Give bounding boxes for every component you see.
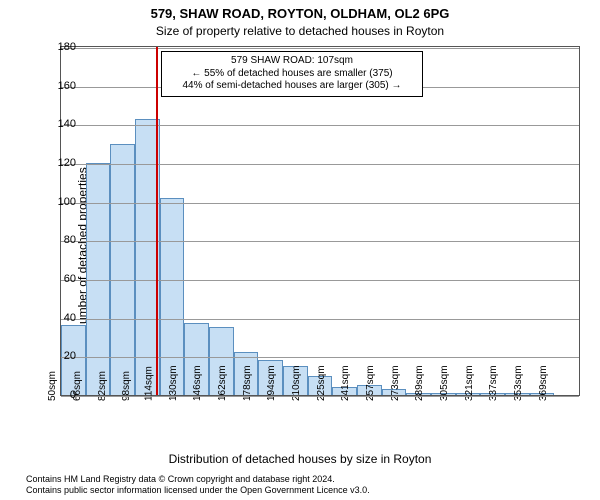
y-tick-label: 80 [46,234,76,246]
bar-slot: 82sqm [110,47,135,395]
gridline [61,203,579,204]
bar-slot: 289sqm [431,47,456,395]
gridline [61,164,579,165]
callout-line: ← 55% of detached houses are smaller (37… [168,68,416,81]
bar-slot: 130sqm [184,47,209,395]
bar-slot: 66sqm [86,47,111,395]
y-tick-label: 160 [46,80,76,92]
y-tick-label: 40 [46,312,76,324]
gridline [61,125,579,126]
bar-slot: 321sqm [480,47,505,395]
attribution-line-2: Contains public sector information licen… [26,485,370,496]
chart-title: 579, SHAW ROAD, ROYTON, OLDHAM, OL2 6PG [0,6,600,21]
y-tick-label: 120 [46,157,76,169]
bar-slot: 210sqm [308,47,333,395]
callout-line: 44% of semi-detached houses are larger (… [168,80,416,93]
y-tick-label: 100 [46,196,76,208]
plot-area: 50sqm66sqm82sqm98sqm114sqm130sqm146sqm16… [60,46,580,396]
gridline [61,48,579,49]
bars-group: 50sqm66sqm82sqm98sqm114sqm130sqm146sqm16… [61,47,579,395]
y-tick-label: 20 [46,350,76,362]
y-tick-label: 60 [46,273,76,285]
bar-slot: 353sqm [530,47,555,395]
bar-slot: 162sqm [234,47,259,395]
bar-slot: 257sqm [382,47,407,395]
bar-slot: 194sqm [283,47,308,395]
gridline [61,280,579,281]
gridline [61,396,579,397]
bar-slot: 337sqm [505,47,530,395]
gridline [61,357,579,358]
chart-container: 579, SHAW ROAD, ROYTON, OLDHAM, OL2 6PG … [0,0,600,500]
bar-slot: 305sqm [456,47,481,395]
bar-slot: 146sqm [209,47,234,395]
y-tick-label: 180 [46,41,76,53]
attribution-text: Contains HM Land Registry data © Crown c… [26,474,370,496]
property-callout: 579 SHAW ROAD: 107sqm← 55% of detached h… [161,51,423,97]
y-tick-label: 140 [46,118,76,130]
gridline [61,241,579,242]
x-axis-label: Distribution of detached houses by size … [0,452,600,466]
gridline [61,319,579,320]
y-tick-label: 0 [46,389,76,401]
bar-slot: 273sqm [406,47,431,395]
bar-slot: 178sqm [258,47,283,395]
chart-subtitle: Size of property relative to detached ho… [0,24,600,38]
callout-line: 579 SHAW ROAD: 107sqm [168,55,416,68]
bar-slot: 225sqm [332,47,357,395]
bar-slot: 369sqm [554,47,579,395]
bar-slot: 50sqm [61,47,86,395]
bar-slot: 114sqm [160,47,185,395]
bar-slot: 241sqm [357,47,382,395]
attribution-line-1: Contains HM Land Registry data © Crown c… [26,474,370,485]
histogram-bar [86,163,111,395]
property-marker-line [156,47,158,395]
